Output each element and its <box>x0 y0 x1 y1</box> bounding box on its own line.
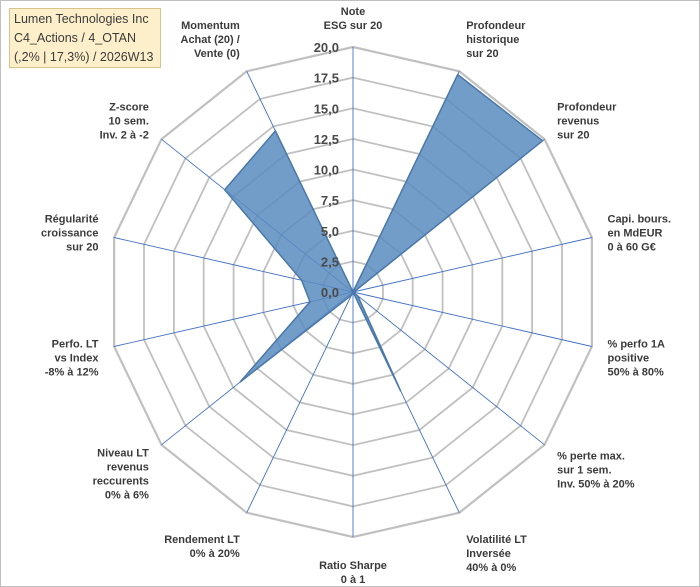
spoke-line <box>246 291 354 513</box>
axis-label-line: positive <box>608 352 650 364</box>
title-line-category: C4_Actions / 4_OTAN <box>14 31 137 45</box>
tick-label: 7,5 <box>321 193 339 208</box>
chart-title: Lumen Technologies Inc C4_Actions / 4_OT… <box>9 8 161 68</box>
axis-label: Perfo. LT vs Index -8% à 12% <box>45 338 100 378</box>
axis-label-line: sur 1 sem. <box>557 465 611 477</box>
axis-label-line: historique <box>466 34 519 46</box>
axis-label-line: 0% à 20% <box>190 548 240 560</box>
axis-label-line: % perte max. <box>557 451 625 463</box>
axis-label: % perfo 1A positive 50% à 80% <box>608 338 666 378</box>
axis-label-line: -8% à 12% <box>45 366 99 378</box>
axis-label-line: Achat (20) / <box>181 34 240 46</box>
axis-label-line: Note <box>341 6 365 18</box>
axis-label-line: reccurents <box>93 475 149 487</box>
axis-label-line: % perfo 1A <box>608 338 666 350</box>
axis-label-line: Inv. 50% à 20% <box>557 479 635 491</box>
spoke-line <box>352 291 593 347</box>
axis-label-line: Profondeur <box>466 20 526 32</box>
axis-label-line: Perfo. LT <box>52 338 99 350</box>
axis-label: Momentum Achat (20) / Vente (0) <box>181 20 241 60</box>
axis-label-line: Z-score <box>109 102 149 114</box>
axis-label-line: Vente (0) <box>194 48 240 60</box>
axis-label: Ratio Sharpe 0 à 1 <box>319 560 387 586</box>
axis-label-line: 0 à 1 <box>341 574 365 586</box>
axis-label-line: Profondeur <box>557 102 617 114</box>
axis-label-line: 40% à 0% <box>466 562 516 574</box>
tick-label: 5,0 <box>321 224 339 239</box>
axis-label-line: Régularité <box>45 214 99 226</box>
axis-label: % perte max. sur 1 sem. Inv. 50% à 20% <box>557 451 635 491</box>
axis-label-line: 0 à 60 G€ <box>608 242 656 254</box>
axis-label: Z-score 10 sem. Inv. 2 à -2 <box>100 102 149 142</box>
axis-label: Rendement LT 0% à 20% <box>164 534 240 560</box>
axis-label-line: en MdEUR <box>608 228 663 240</box>
title-line-company: Lumen Technologies Inc <box>14 12 149 26</box>
axis-label: Régularité croissance sur 20 <box>41 214 98 254</box>
axis-label-line: Capi. bours. <box>608 214 672 226</box>
tick-label: 20,0 <box>314 40 339 55</box>
tick-label: 0,0 <box>321 285 339 300</box>
spoke-line <box>352 291 545 446</box>
axis-label-line: 50% à 80% <box>608 366 664 378</box>
axis-label-line: 10 sem. <box>109 116 149 128</box>
data-series-area <box>223 73 544 392</box>
axis-label-line: Ratio Sharpe <box>319 560 387 572</box>
tick-label: 12,5 <box>314 132 339 147</box>
axis-label-line: Inv. 2 à -2 <box>100 130 149 142</box>
axis-label-line: Inversée <box>466 548 511 560</box>
axis-label-line: croissance <box>41 228 98 240</box>
axis-label-line: Volatilité LT <box>466 534 527 546</box>
axis-label-line: Niveau LT <box>97 447 149 459</box>
axis-label: Capi. bours. en MdEUR 0 à 60 G€ <box>608 214 672 254</box>
axis-label-line: ESG sur 20 <box>324 20 383 32</box>
axis-label: Volatilité LT Inversée 40% à 0% <box>466 534 527 574</box>
spoke-line <box>352 237 593 293</box>
axis-labels: Note ESG sur 20 Profondeur historique sur 20… <box>41 6 671 586</box>
axis-label-line: Momentum <box>181 20 240 32</box>
tick-labels: 0,0 2,5 5,0 7,5 10,0 12,5 15,0 17,5 20,0 <box>314 40 339 300</box>
axis-label-line: sur 20 <box>557 130 589 142</box>
tick-label: 2,5 <box>321 254 339 269</box>
axis-label-line: vs Index <box>54 352 99 364</box>
axis-label-line: revenus <box>107 461 149 473</box>
axis-label: Profondeur historique sur 20 <box>466 20 526 60</box>
axis-label: Niveau LT revenus reccurents 0% à 6% <box>93 447 150 501</box>
tick-label: 17,5 <box>314 71 339 86</box>
axis-label-line: Rendement LT <box>164 534 240 546</box>
axis-label: Profondeur revenus sur 20 <box>557 102 617 142</box>
tick-label: 15,0 <box>314 101 339 116</box>
axis-label-line: sur 20 <box>466 48 498 60</box>
title-line-period: (,2% | 17,3%) / 2026W13 <box>14 50 154 64</box>
axis-label: Note ESG sur 20 <box>324 6 383 32</box>
axis-label-line: 0% à 6% <box>105 489 149 501</box>
axis-label-line: sur 20 <box>66 242 98 254</box>
axis-label-line: revenus <box>557 116 599 128</box>
tick-label: 10,0 <box>314 163 339 178</box>
